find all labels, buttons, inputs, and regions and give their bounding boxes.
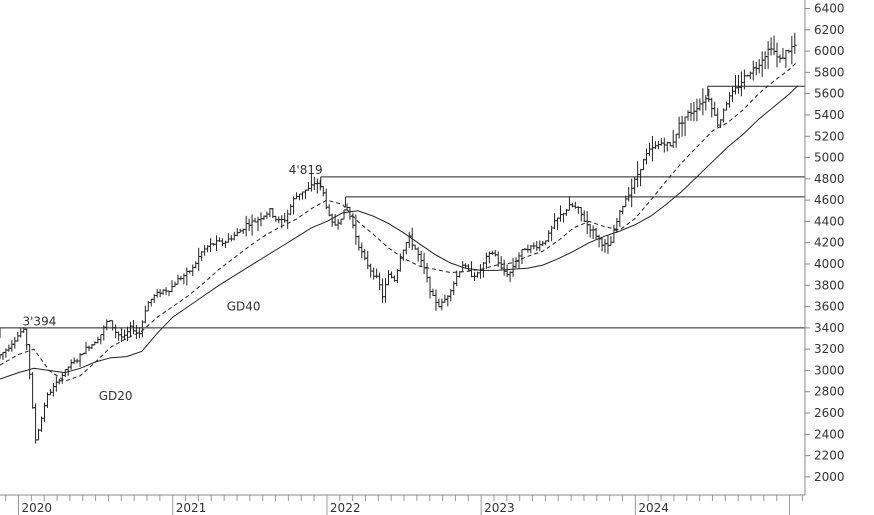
y-tick-label: 2600 bbox=[814, 406, 845, 420]
y-tick-label: 2200 bbox=[814, 449, 845, 463]
y-tick-label: 5400 bbox=[814, 108, 845, 122]
y-tick-label: 2000 bbox=[814, 470, 845, 484]
series-line-gd40 bbox=[0, 85, 798, 380]
y-tick-label: 4600 bbox=[814, 193, 845, 207]
annotation-label: GD40 bbox=[227, 300, 261, 314]
y-tick-label: 2800 bbox=[814, 385, 845, 399]
x-tick-label: 2020 bbox=[22, 501, 53, 515]
y-tick-label: 3000 bbox=[814, 363, 845, 377]
y-axis: 2000 2200 2400 2600 2800 3000 3200 3400 3600 3800… bbox=[805, 2, 845, 484]
annotation-label: 3'394 bbox=[23, 315, 57, 329]
y-tick-label: 4000 bbox=[814, 257, 845, 271]
y-tick-label: 5200 bbox=[814, 129, 845, 143]
y-tick-label: 4400 bbox=[814, 214, 845, 228]
annotation-label: 4'819 bbox=[289, 163, 323, 177]
annotations: 3'394 4'819 GD40 GD20 bbox=[23, 163, 323, 403]
y-tick-label: 4200 bbox=[814, 236, 845, 250]
annotation-label: GD20 bbox=[99, 389, 133, 403]
x-tick-label: 2024 bbox=[638, 501, 669, 515]
x-tick-label: 2021 bbox=[176, 501, 207, 515]
y-tick-label: 5000 bbox=[814, 151, 845, 165]
y-tick-label: 2400 bbox=[814, 427, 845, 441]
y-tick-label: 4800 bbox=[814, 172, 845, 186]
x-tick-label: 2023 bbox=[484, 501, 515, 515]
y-tick-label: 6000 bbox=[814, 44, 845, 58]
horizontal-levels bbox=[0, 85, 805, 338]
y-tick-label: 3200 bbox=[814, 342, 845, 356]
y-tick-label: 3800 bbox=[814, 278, 845, 292]
price-bars bbox=[0, 32, 797, 444]
y-tick-label: 5600 bbox=[814, 87, 845, 101]
y-tick-label: 6200 bbox=[814, 23, 845, 37]
y-tick-label: 6400 bbox=[814, 2, 845, 16]
y-tick-label: 3400 bbox=[814, 321, 845, 335]
x-tick-label: 2022 bbox=[330, 501, 361, 515]
y-tick-label: 3600 bbox=[814, 300, 845, 314]
x-axis: 2020 2021 2022 2023 2024 bbox=[5, 495, 803, 515]
y-tick-label: 5800 bbox=[814, 65, 845, 79]
